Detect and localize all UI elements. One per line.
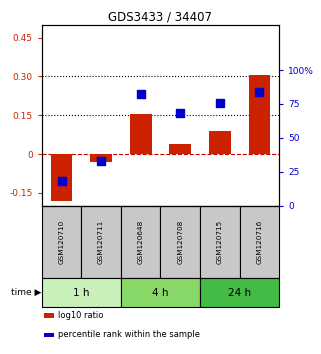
Bar (51, 154, 73, 201)
Text: GSM120708: GSM120708 (177, 220, 183, 264)
Point (257, 89, 262, 95)
Bar (90, 154, 112, 162)
Text: GSM120716: GSM120716 (256, 220, 263, 264)
Text: GSM120710: GSM120710 (58, 220, 65, 264)
Bar (121, 206, 160, 278)
Bar (130, 114, 152, 154)
Bar (200, 278, 279, 307)
Bar (81, 206, 121, 278)
Text: GSM120715: GSM120715 (217, 220, 223, 264)
Point (217, 100, 222, 105)
Text: 4 h: 4 h (152, 288, 169, 298)
Bar (160, 206, 200, 278)
Title: GDS3433 / 34407: GDS3433 / 34407 (108, 11, 213, 24)
Point (99, 158, 104, 164)
Bar (200, 206, 240, 278)
Text: time ▶: time ▶ (11, 288, 42, 297)
Text: 24 h: 24 h (228, 288, 251, 298)
Text: GSM120648: GSM120648 (138, 220, 144, 264)
Bar (240, 206, 279, 278)
Point (59, 178, 64, 184)
Bar (44, 333, 54, 337)
Point (138, 92, 143, 97)
Text: log10 ratio: log10 ratio (58, 312, 104, 320)
Bar (169, 144, 191, 154)
Text: GSM120711: GSM120711 (98, 220, 104, 264)
Bar (209, 131, 231, 154)
Bar (42, 206, 81, 278)
Bar (44, 314, 54, 318)
Text: 1 h: 1 h (73, 288, 90, 298)
Bar (248, 75, 270, 154)
Text: percentile rank within the sample: percentile rank within the sample (58, 331, 200, 339)
Point (178, 110, 183, 116)
Bar (42, 278, 121, 307)
Bar (121, 278, 200, 307)
